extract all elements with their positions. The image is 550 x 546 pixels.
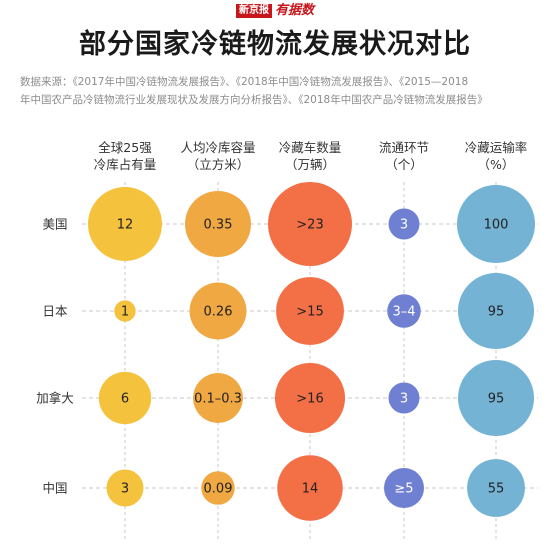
bubble: [457, 272, 535, 350]
column-header-unit: 冷库占有量: [94, 157, 157, 172]
bubble: [457, 359, 535, 437]
column-header: 流通环节: [379, 140, 429, 155]
source-line: 数据来源：《2017年中国冷链物流发展报告》、《2018年中国冷链物流发展报告》…: [20, 76, 469, 88]
bubble: [276, 277, 344, 345]
bubble-value-label: 3: [400, 218, 408, 233]
bubble-value-label: >16: [296, 392, 323, 407]
brand-logo-badge: 新京报: [236, 4, 272, 18]
row-label: 美国: [42, 217, 67, 232]
bubble: [201, 471, 235, 505]
bubble-value-label: 3–4: [392, 305, 415, 320]
bubble: [98, 371, 152, 425]
bubble-value-label: 95: [488, 392, 505, 407]
column-header-unit: （立方米）: [187, 157, 250, 172]
bubble-value-label: 14: [302, 482, 319, 497]
bubble: [88, 187, 162, 261]
brand-logo: 新京报 有据数: [236, 3, 314, 19]
row-label: 日本: [42, 304, 68, 319]
column-header-unit: （万辆）: [285, 157, 335, 172]
column-header: 冷藏运输率: [465, 140, 528, 155]
bubble-value-label: 3: [400, 392, 408, 407]
bubble-value-label: 0.35: [204, 218, 233, 233]
brand-logo-script: 有据数: [275, 3, 315, 18]
bubble-value-label: 95: [488, 305, 505, 320]
bubble: [189, 282, 247, 340]
bubble: [193, 373, 243, 423]
source-line: 年中国农产品冷链物流行业发展现状及发展方向分析报告》、《2018年中国农产品冷链…: [20, 94, 488, 106]
bubble: [467, 459, 525, 517]
bubble: [274, 362, 346, 434]
bubble-value-label: 55: [488, 482, 505, 497]
bubble: [277, 455, 343, 521]
bubble: [106, 469, 144, 507]
page-title: 部分国家冷链物流发展状况对比: [79, 29, 471, 60]
bubble-value-label: >15: [296, 305, 323, 320]
bubble: [384, 468, 424, 508]
column-header: 全球25强: [98, 140, 152, 155]
bubble: [114, 300, 136, 322]
bubble-value-label: 0.09: [204, 482, 233, 497]
row-label: 加拿大: [36, 391, 74, 406]
bubble: [268, 182, 352, 266]
bubble-value-label: 1: [121, 305, 129, 320]
bubble-value-label: >23: [296, 218, 323, 233]
bubble-value-label: 6: [121, 392, 129, 407]
bubble-value-label: 12: [117, 218, 134, 233]
row-label: 中国: [42, 481, 67, 496]
bubble: [388, 208, 420, 240]
column-header-unit: （%）: [478, 157, 515, 172]
column-header-unit: （个）: [385, 157, 423, 172]
bubble: [388, 382, 420, 414]
source-note: 数据来源：《2017年中国冷链物流发展报告》、《2018年中国冷链物流发展报告》…: [20, 73, 540, 109]
bubble: [387, 294, 421, 328]
bubble-value-label: 0.26: [204, 305, 233, 320]
bubble-value-label: ≥5: [394, 482, 413, 497]
column-header: 冷藏车数量: [279, 140, 342, 155]
bubble-value-label: 0.1–0.3: [194, 392, 242, 407]
bubble-value-label: 3: [121, 482, 129, 497]
bubble: [457, 185, 535, 263]
column-header: 人均冷库容量: [180, 140, 255, 155]
bubble-value-label: 100: [484, 218, 509, 233]
bubble: [185, 191, 251, 257]
